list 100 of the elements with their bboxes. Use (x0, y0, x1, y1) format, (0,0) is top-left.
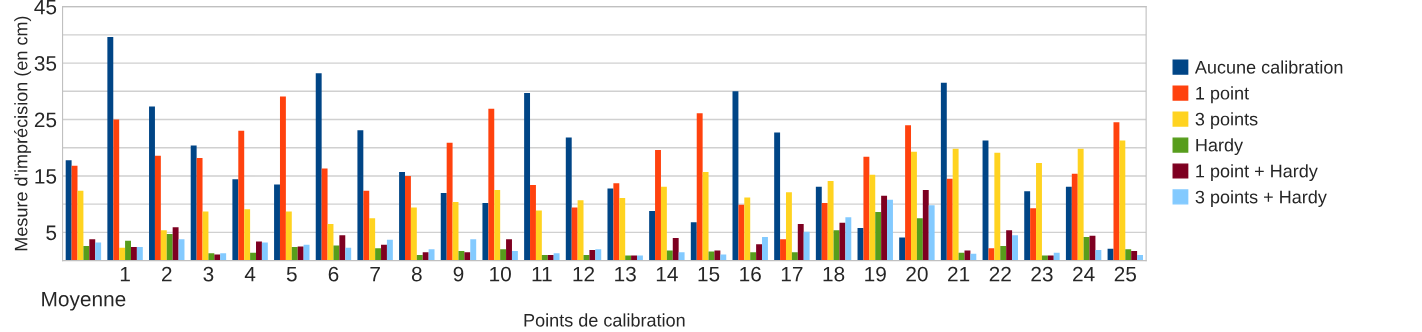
x-tick-label: 18 (823, 266, 845, 282)
bar (869, 174, 876, 261)
bar (160, 230, 167, 261)
bar (83, 245, 90, 261)
bar (1083, 236, 1090, 261)
bar (803, 231, 810, 261)
x-tick-label: 14 (656, 266, 678, 282)
bar (149, 106, 155, 261)
bar (547, 254, 554, 261)
bar (649, 210, 656, 261)
bar (375, 248, 382, 261)
bar (405, 175, 411, 261)
bar (916, 218, 923, 261)
bar (696, 113, 703, 261)
bar (208, 253, 215, 261)
bar (660, 186, 667, 261)
bar (613, 183, 620, 261)
legend-label: 1 point + Hardy (1196, 164, 1318, 182)
bar (970, 253, 977, 261)
bar (756, 244, 763, 261)
x-tick-label: 3 (203, 266, 214, 282)
bar (89, 239, 96, 261)
bar (875, 212, 882, 261)
bar (738, 204, 745, 261)
bar (827, 181, 834, 261)
x-axis-title: Points de calibration (524, 313, 685, 327)
x-tick-label: 19 (865, 266, 886, 282)
x-tick-label: 7 (370, 266, 380, 282)
legend-label: Hardy (1196, 138, 1244, 156)
bar (589, 249, 596, 261)
bar (785, 192, 792, 261)
bar (422, 252, 429, 261)
bar (899, 237, 906, 261)
bar (166, 234, 173, 261)
bar (881, 195, 888, 261)
bar (416, 254, 423, 261)
bar (940, 82, 947, 261)
x-tick-label: 12 (573, 266, 595, 282)
bar (952, 148, 959, 261)
bar (482, 203, 489, 261)
bar (232, 179, 239, 261)
bar (1036, 162, 1042, 261)
x-tick-label: 9 (453, 266, 464, 282)
bar (428, 249, 435, 261)
bar (1024, 191, 1031, 261)
bar (744, 197, 751, 261)
x-tick-label: 1 (120, 266, 130, 282)
bar (928, 205, 935, 261)
bar (220, 253, 227, 261)
y-tick-label: 25 (34, 112, 57, 128)
x-tick-label: 22 (989, 266, 1011, 282)
bar (321, 168, 328, 261)
legend-label: 3 points (1195, 112, 1258, 130)
bar (791, 252, 798, 261)
bar (1071, 173, 1078, 261)
legend-label: Aucune calibration (1194, 60, 1343, 74)
bar (655, 150, 661, 261)
bar (1113, 122, 1120, 261)
bar (291, 247, 298, 261)
bar (464, 252, 471, 261)
x-tick-label: 5 (286, 266, 297, 282)
bar (1095, 249, 1102, 261)
x-tick-label: 21 (948, 266, 970, 282)
bar (458, 251, 465, 261)
bar (750, 252, 757, 261)
bar (607, 188, 614, 261)
bar (386, 239, 393, 261)
bar (887, 199, 893, 261)
x-tick-label: 4 (244, 266, 256, 282)
bar (571, 207, 578, 261)
bar (279, 96, 286, 261)
bar (369, 218, 376, 261)
bar (65, 160, 72, 261)
bar (690, 222, 697, 261)
bar (130, 247, 137, 261)
bar (315, 73, 322, 261)
bar (297, 246, 304, 261)
bar (113, 119, 120, 261)
x-tick-label: 20 (906, 266, 928, 282)
x-tick-label: 6 (328, 266, 339, 282)
x-tick-label: 16 (740, 266, 761, 282)
bar (863, 156, 870, 261)
y-tick-label: 15 (35, 169, 57, 184)
bar (172, 227, 179, 261)
bar (964, 250, 971, 261)
bar (410, 207, 417, 261)
bar (95, 242, 102, 261)
bar (506, 239, 512, 261)
bar (619, 197, 626, 261)
bar (845, 217, 852, 261)
bar (345, 247, 352, 261)
x-tick-label: 8 (411, 266, 422, 282)
y-axis-title: Mesure d'imprécision (en cm) (14, 16, 32, 251)
bar (190, 145, 197, 261)
bar (399, 172, 405, 261)
bar (577, 200, 584, 261)
bar (285, 211, 292, 261)
bar (107, 37, 114, 261)
x-tick-label: 10 (490, 266, 511, 282)
bar (1012, 235, 1018, 261)
